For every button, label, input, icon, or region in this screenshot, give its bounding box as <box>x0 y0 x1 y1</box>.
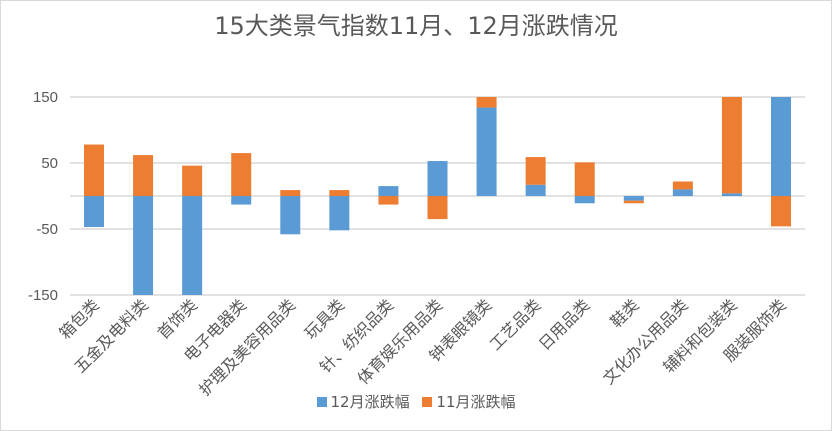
y-tick-label: 150 <box>33 89 58 106</box>
x-tick-label: 箱包类 <box>55 295 102 342</box>
x-tick-label: 日用品类 <box>535 295 594 354</box>
bar-nov <box>574 162 595 196</box>
x-tick-label: 玩具类 <box>301 295 348 342</box>
bar-nov <box>280 190 301 196</box>
y-tick-label: 50 <box>41 155 58 172</box>
bar-nov <box>133 155 154 196</box>
bar-dec <box>378 186 399 196</box>
x-tick-label: 体育娱乐用品类 <box>354 295 447 388</box>
x-tick-label: 首饰类 <box>154 295 201 342</box>
legend-item-11: 11月涨跌幅 <box>422 391 515 412</box>
bar-nov <box>231 153 252 196</box>
bar-nov <box>329 190 350 196</box>
bar-nov <box>623 200 644 204</box>
legend: 12月涨跌幅 11月涨跌幅 <box>0 391 832 412</box>
bar-nov <box>721 97 742 194</box>
bar-dec <box>672 189 693 196</box>
bar-dec <box>427 161 448 196</box>
bar-nov <box>84 144 104 196</box>
bar-dec <box>771 97 791 196</box>
bar-dec <box>280 196 301 235</box>
bar-nov <box>182 165 203 196</box>
bar-dec <box>623 196 644 201</box>
bar-nov <box>427 196 448 220</box>
bar-dec <box>231 196 252 205</box>
bar-nov <box>378 196 399 205</box>
x-tick-label: 文化办公用品类 <box>599 295 692 388</box>
legend-item-12: 12月涨跌幅 <box>316 391 410 412</box>
bar-nov <box>525 157 546 185</box>
x-tick-label: 鞋类 <box>607 295 643 331</box>
legend-swatch <box>316 396 327 407</box>
chart-title: 15大类景气指数11月、12月涨跌情况 <box>214 12 618 40</box>
y-tick-label: -50 <box>36 221 58 238</box>
bar-dec <box>133 196 154 295</box>
legend-label: 12月涨跌幅 <box>330 393 410 411</box>
bar-dec <box>574 196 595 204</box>
bar-dec <box>525 184 546 196</box>
bar-nov <box>476 97 497 108</box>
y-tick-label: -150 <box>28 287 58 304</box>
x-tick-label: 工艺品类 <box>486 295 545 354</box>
bar-nov <box>672 181 693 190</box>
bar-dec <box>476 107 497 196</box>
legend-swatch <box>422 396 433 407</box>
legend-label: 11月涨跌幅 <box>436 393 516 411</box>
bar-dec <box>329 196 350 231</box>
bar-nov <box>771 196 791 227</box>
bar-dec <box>721 193 742 196</box>
bar-dec <box>84 196 104 228</box>
bar-dec <box>182 196 203 295</box>
